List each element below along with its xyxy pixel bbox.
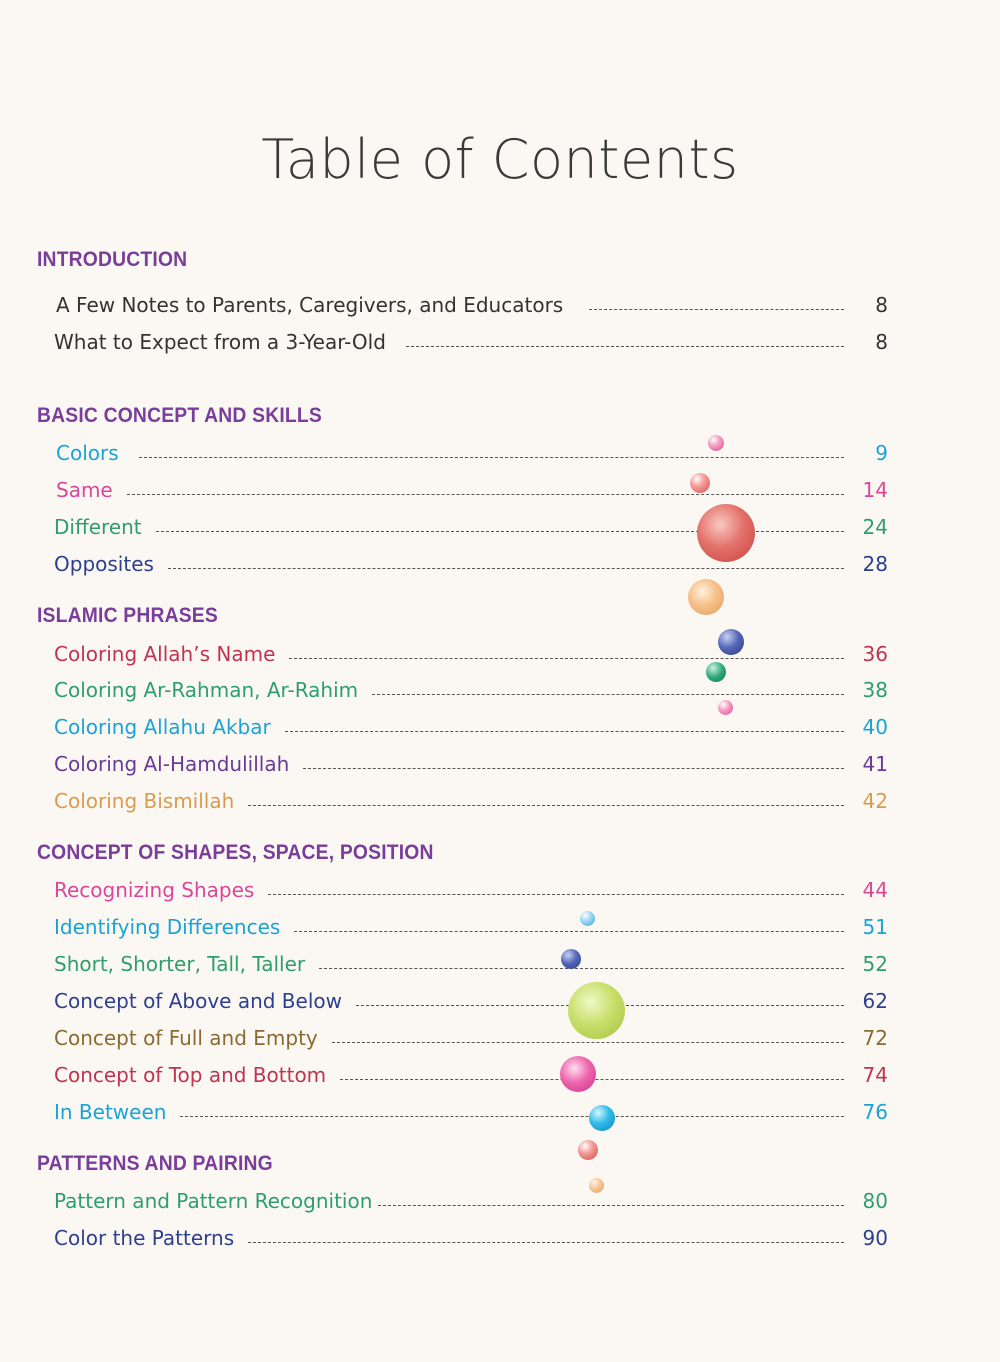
entry-label: Color the Patterns	[54, 1226, 235, 1250]
entry-page-number: 52	[862, 952, 888, 976]
toc-entry[interactable]: Color the Patterns 90	[54, 1226, 888, 1254]
decorative-bubble	[589, 1178, 604, 1193]
page-title: Table of Contents	[261, 128, 739, 191]
entry-page-number: 62	[862, 989, 888, 1013]
toc-entry[interactable]: In Between 76	[54, 1100, 888, 1128]
toc-entry[interactable]: Same 14	[56, 478, 888, 506]
dot-leader	[405, 346, 844, 347]
toc-entry[interactable]: What to Expect from a 3-Year-Old 8	[54, 330, 888, 358]
decorative-bubble	[706, 662, 726, 682]
entry-label: Same	[56, 478, 113, 502]
toc-entry[interactable]: Concept of Top and Bottom 74	[54, 1063, 888, 1091]
entry-page-number: 40	[862, 715, 888, 739]
entry-page-number: 8	[875, 330, 888, 354]
entry-label: In Between	[54, 1100, 167, 1124]
entry-page-number: 28	[862, 552, 888, 576]
entry-label: Different	[54, 515, 142, 539]
entry-page-number: 44	[862, 878, 888, 902]
decorative-bubble	[561, 949, 581, 969]
entry-page-number: 80	[862, 1189, 888, 1213]
dot-leader	[268, 894, 844, 895]
section-heading-concept-of-shapes: CONCEPT OF SHAPES, SPACE, POSITION	[37, 841, 434, 864]
entry-label: Coloring Allah’s Name	[54, 642, 276, 666]
entry-label: Concept of Above and Below	[54, 989, 342, 1013]
entry-page-number: 36	[862, 642, 888, 666]
decorative-bubble	[690, 473, 710, 493]
toc-entry[interactable]: Coloring Bismillah 42	[54, 789, 888, 817]
toc-entry[interactable]: Recognizing Shapes 44	[54, 878, 888, 906]
dot-leader	[331, 1042, 844, 1043]
entry-label: Pattern and Pattern Recognition	[54, 1189, 373, 1213]
entry-page-number: 51	[862, 915, 888, 939]
entry-page-number: 41	[862, 752, 888, 776]
decorative-bubble	[708, 435, 724, 451]
decorative-bubble	[580, 911, 595, 926]
dot-leader	[167, 568, 844, 569]
decorative-bubble	[568, 982, 625, 1039]
entry-label: Short, Shorter, Tall, Taller	[54, 952, 306, 976]
toc-entry[interactable]: Short, Shorter, Tall, Taller 52	[54, 952, 888, 980]
dot-leader	[289, 658, 844, 659]
toc-entry[interactable]: Coloring Ar-Rahman, Ar-Rahim 38	[54, 678, 888, 706]
dot-leader	[589, 309, 844, 310]
dot-leader	[248, 805, 844, 806]
decorative-bubble	[718, 700, 733, 715]
entry-label: Identifying Differences	[54, 915, 281, 939]
entry-label: What to Expect from a 3-Year-Old	[54, 330, 386, 354]
toc-entry[interactable]: Identifying Differences 51	[54, 915, 888, 943]
entry-label: Colors	[56, 441, 119, 465]
entry-page-number: 8	[875, 293, 888, 317]
entry-page-number: 76	[862, 1100, 888, 1124]
dot-leader	[319, 968, 844, 969]
decorative-bubble	[560, 1056, 596, 1092]
decorative-bubble	[578, 1140, 598, 1160]
section-heading-basic-concept: BASIC CONCEPT AND SKILLS	[37, 404, 322, 427]
entry-page-number: 72	[862, 1026, 888, 1050]
entry-label: Coloring Al-Hamdulillah	[54, 752, 290, 776]
entry-page-number: 42	[862, 789, 888, 813]
entry-label: Coloring Allahu Akbar	[54, 715, 271, 739]
decorative-bubble	[718, 629, 744, 655]
entry-page-number: 74	[862, 1063, 888, 1087]
toc-entry[interactable]: Pattern and Pattern Recognition 80	[54, 1189, 888, 1217]
entry-page-number: 9	[875, 441, 888, 465]
dot-leader	[155, 531, 844, 532]
entry-page-number: 38	[862, 678, 888, 702]
dot-leader	[180, 1116, 844, 1117]
toc-entry[interactable]: Different 24	[54, 515, 888, 543]
dot-leader	[126, 494, 844, 495]
dot-leader	[248, 1242, 844, 1243]
entry-label: Coloring Bismillah	[54, 789, 235, 813]
entry-label: A Few Notes to Parents, Caregivers, and …	[56, 293, 564, 317]
entry-label: Concept of Top and Bottom	[54, 1063, 327, 1087]
toc-entry[interactable]: Coloring Allahu Akbar 40	[54, 715, 888, 743]
section-heading-patterns-and-pairing: PATTERNS AND PAIRING	[37, 1152, 273, 1175]
entry-label: Opposites	[54, 552, 154, 576]
dot-leader	[138, 457, 844, 458]
dot-leader	[294, 931, 844, 932]
decorative-bubble	[697, 504, 755, 562]
toc-entry[interactable]: Colors 9	[56, 441, 888, 469]
section-heading-islamic-phrases: ISLAMIC PHRASES	[37, 604, 218, 627]
entry-page-number: 90	[862, 1226, 888, 1250]
entry-page-number: 24	[862, 515, 888, 539]
dot-leader	[303, 768, 844, 769]
toc-entry[interactable]: Coloring Allah’s Name 36	[54, 642, 888, 670]
section-heading-introduction: INTRODUCTION	[37, 248, 188, 271]
entry-label: Coloring Ar-Rahman, Ar-Rahim	[54, 678, 359, 702]
entry-label: Concept of Full and Empty	[54, 1026, 318, 1050]
entry-page-number: 14	[862, 478, 888, 502]
toc-entry[interactable]: Opposites 28	[54, 552, 888, 580]
toc-entry[interactable]: Concept of Full and Empty 72	[54, 1026, 888, 1054]
decorative-bubble	[589, 1105, 615, 1131]
toc-entry[interactable]: Coloring Al-Hamdulillah 41	[54, 752, 888, 780]
dot-leader	[372, 694, 844, 695]
entry-label: Recognizing Shapes	[54, 878, 255, 902]
toc-entry[interactable]: A Few Notes to Parents, Caregivers, and …	[56, 293, 888, 321]
toc-entry[interactable]: Concept of Above and Below 62	[54, 989, 888, 1017]
dot-leader	[378, 1205, 844, 1206]
decorative-bubble	[688, 579, 724, 615]
dot-leader	[284, 731, 844, 732]
